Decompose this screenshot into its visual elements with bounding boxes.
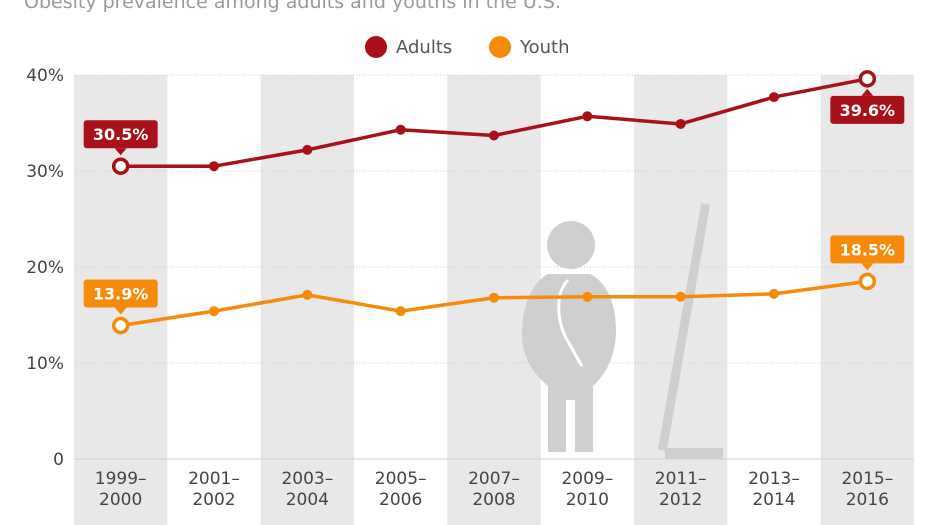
data-point-adults [209, 161, 219, 172]
data-point-youth [209, 306, 219, 317]
data-point-youth [395, 306, 406, 317]
x-tick-label-line2: 2002 [192, 490, 235, 510]
x-tick-label-line1: 2009– [561, 469, 613, 489]
data-point-adults [111, 157, 130, 175]
y-tick-label: 40% [26, 66, 64, 86]
x-tick-label-line2: 2008 [472, 490, 515, 510]
x-tick-label-line1: 2013– [748, 469, 800, 489]
x-tick-label: 2003–2004 [281, 469, 333, 510]
callout-box [830, 95, 905, 124]
scale-base [665, 448, 723, 459]
gridlines [74, 74, 914, 460]
x-tick-label: 2013–2014 [748, 469, 800, 510]
x-tick-label: 2011–2012 [655, 469, 707, 510]
callout-youth: 18.5% [830, 235, 905, 271]
x-tick-label-line1: 2011– [655, 469, 707, 489]
x-tick-label-line2: 2010 [566, 490, 609, 510]
callout-box [830, 235, 905, 264]
callout-pointer [861, 88, 874, 96]
x-tick-label-line1: 2015– [841, 469, 893, 489]
legend: Adults Youth [365, 36, 570, 58]
silhouette-head [547, 221, 595, 269]
data-point-adults [302, 144, 313, 155]
data-point-youth [675, 291, 686, 302]
legend-marker [365, 36, 387, 58]
silhouette-body [522, 274, 616, 452]
callout-box [83, 120, 158, 149]
x-tick-label-line1: 2005– [375, 469, 427, 489]
callouts-layer: 30.5% 39.6% 13.9% 18.5% [83, 88, 905, 315]
x-tick-label: 2005–2006 [375, 469, 427, 510]
x-tick-label-line1: 2007– [468, 469, 520, 489]
x-tick-label-line1: 1999– [95, 469, 147, 489]
silhouette-arm [557, 278, 584, 367]
callout-label: 18.5% [840, 240, 896, 259]
x-tick-label: 2007–2008 [468, 469, 520, 510]
y-tick-label: 20% [26, 258, 64, 278]
x-tick-label-line1: 2001– [188, 469, 240, 489]
chart-subtitle: Obesity prevalence among adults and yout… [24, 0, 561, 13]
background-band [820, 75, 914, 525]
data-point-adults [858, 70, 877, 88]
x-tick-label: 1999–2000 [95, 469, 147, 510]
person-on-scale-icon [522, 203, 723, 459]
callout-pointer [114, 148, 127, 156]
callout-box [83, 279, 158, 308]
callout-adults: 39.6% [830, 88, 905, 124]
data-point-adults [582, 111, 593, 122]
data-point-adults [395, 124, 406, 135]
callout-label: 13.9% [93, 285, 149, 304]
legend-item-youth: Youth [489, 36, 570, 58]
x-tick-label-line2: 2000 [99, 490, 142, 510]
y-tick-label: 30% [26, 162, 64, 182]
data-point-youth [302, 289, 313, 300]
callout-youth: 13.9% [83, 279, 158, 315]
x-tick-label-line1: 2003– [281, 469, 333, 489]
callout-pointer [114, 307, 127, 315]
x-tick-label: 2009–2010 [561, 469, 613, 510]
y-tick-label: 10% [26, 354, 64, 374]
x-tick-label-line2: 2016 [846, 490, 889, 510]
x-axis-ticks: 1999–2000 2001–2002 2003–2004 2005–2006 2007… [95, 469, 893, 510]
legend-marker [489, 36, 511, 58]
x-tick-label-line2: 2004 [286, 490, 329, 510]
callout-label: 39.6% [840, 101, 896, 120]
y-tick-label: 0 [53, 450, 64, 470]
x-tick-label-line2: 2006 [379, 490, 422, 510]
scale-pole [657, 203, 711, 451]
y-axis-ticks: 0 10% 20% 30% 40% [26, 66, 64, 470]
legend-item-adults: Adults [365, 36, 452, 58]
data-point-youth [858, 272, 877, 291]
x-tick-label: 2015–2016 [841, 469, 893, 510]
data-point-adults [675, 118, 686, 129]
legend-label: Adults [396, 37, 452, 58]
data-point-youth [489, 292, 499, 303]
data-point-youth [111, 316, 130, 335]
data-point-youth [769, 288, 779, 299]
legend-label: Youth [519, 37, 570, 58]
callout-pointer [861, 263, 874, 271]
series-layer [111, 70, 877, 335]
callout-adults: 30.5% [83, 120, 158, 156]
data-point-adults [769, 92, 779, 103]
x-tick-label-line2: 2014 [752, 490, 795, 510]
callout-label: 30.5% [93, 125, 149, 144]
data-point-youth [582, 291, 593, 302]
data-point-adults [489, 130, 499, 141]
x-tick-label: 2001–2002 [188, 469, 240, 510]
x-tick-label-line2: 2012 [659, 490, 702, 510]
